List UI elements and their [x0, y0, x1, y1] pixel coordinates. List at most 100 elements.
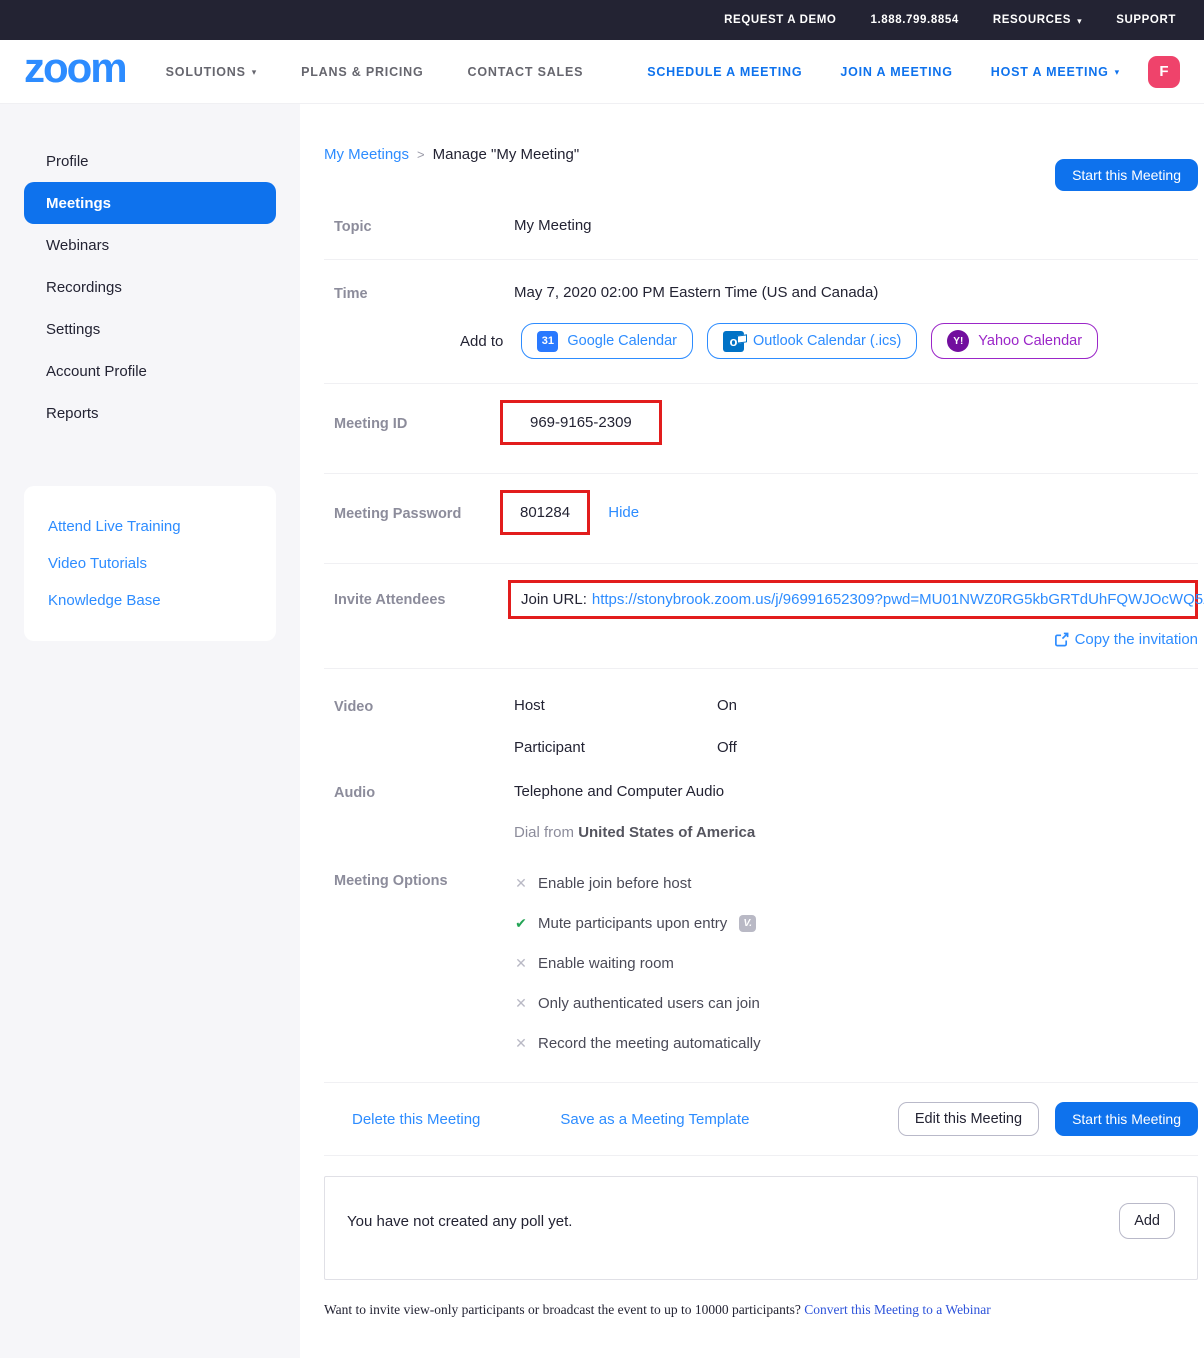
- sidebar-item-recordings[interactable]: Recordings: [46, 278, 122, 296]
- sidebar-item-reports[interactable]: Reports: [46, 404, 99, 422]
- host-meeting-menu[interactable]: HOST A MEETING ▾: [990, 64, 1120, 79]
- main-content: My Meetings > Manage "My Meeting" Start …: [300, 104, 1204, 1358]
- topic-row: Topic My Meeting: [324, 193, 1198, 260]
- join-url-label: Join URL:: [521, 591, 587, 608]
- edit-meeting-button[interactable]: Edit this Meeting: [897, 1102, 1040, 1136]
- save-template-link[interactable]: Save as a Meeting Template: [560, 1110, 750, 1128]
- password-value: 801284: [520, 504, 571, 521]
- meeting-options-row: Meeting Options ✕ Enable join before hos…: [324, 841, 1198, 1083]
- option-waiting-room: ✕ Enable waiting room: [515, 955, 674, 972]
- cross-icon: ✕: [515, 955, 527, 971]
- outlook-calendar-icon: o: [723, 330, 745, 352]
- yahoo-calendar-icon: Y!: [947, 330, 970, 352]
- cross-icon: ✕: [515, 1035, 527, 1051]
- check-icon: ✔: [515, 915, 527, 931]
- meeting-id-annotation-box: 969-9165-2309: [500, 400, 662, 445]
- zoom-logo[interactable]: zoom: [24, 43, 128, 91]
- main-nav: SOLUTIONS ▾ PLANS & PRICING CONTACT SALES: [166, 65, 584, 79]
- topic-value: My Meeting: [514, 217, 592, 234]
- start-meeting-button-top[interactable]: Start this Meeting: [1055, 159, 1198, 191]
- google-calendar-button[interactable]: 31 Google Calendar: [521, 323, 694, 359]
- convert-to-webinar-link[interactable]: Convert this Meeting to a Webinar: [804, 1302, 991, 1317]
- webinar-note: Want to invite view-only participants or…: [324, 1302, 1198, 1318]
- join-url-annotation-box: Join URL: https://stonybrook.zoom.us/j/9…: [508, 580, 1204, 619]
- time-row: Time May 7, 2020 02:00 PM Eastern Time (…: [324, 260, 1198, 384]
- topic-label: Topic: [334, 219, 372, 235]
- video-participant-row: Participant Off: [514, 739, 1198, 756]
- sidebar-help-card: Attend Live Training Video Tutorials Kno…: [24, 486, 276, 641]
- video-tutorials-link[interactable]: Video Tutorials: [48, 555, 147, 572]
- schedule-meeting-link[interactable]: SCHEDULE A MEETING: [647, 64, 803, 79]
- breadcrumb-current: Manage "My Meeting": [432, 146, 580, 163]
- support-link[interactable]: SUPPORT: [1116, 14, 1176, 26]
- password-row: Meeting Password 801284 Hide: [324, 474, 1198, 564]
- chevron-down-icon: ▾: [1114, 67, 1120, 77]
- nav-contact-sales[interactable]: CONTACT SALES: [467, 64, 584, 79]
- phone-number-link[interactable]: 1.888.799.8854: [870, 14, 959, 26]
- header-actions: SCHEDULE A MEETING JOIN A MEETING HOST A…: [647, 65, 1120, 79]
- dial-from-label: Dial from: [514, 824, 575, 841]
- option-mute-on-entry: ✔ Mute participants upon entry V.: [514, 915, 1198, 932]
- dial-from-country: United States of America: [578, 824, 756, 841]
- time-label: Time: [334, 286, 368, 302]
- avatar[interactable]: F: [1148, 55, 1180, 88]
- start-meeting-button-bottom[interactable]: Start this Meeting: [1055, 1102, 1198, 1136]
- chevron-down-icon: ▾: [1077, 15, 1083, 26]
- poll-section: You have not created any poll yet. Add: [324, 1176, 1198, 1280]
- sidebar-item-meetings[interactable]: Meetings: [24, 182, 276, 224]
- video-participant-value: Off: [717, 739, 737, 756]
- cross-icon: ✕: [515, 995, 527, 1011]
- top-utility-bar: REQUEST A DEMO 1.888.799.8854 RESOURCES ▾…: [0, 0, 1204, 40]
- password-label: Meeting Password: [334, 506, 462, 522]
- join-url-link[interactable]: https://stonybrook.zoom.us/j/96991652309…: [591, 591, 1204, 608]
- sidebar-item-webinars[interactable]: Webinars: [46, 236, 110, 254]
- google-calendar-icon: 31: [537, 330, 559, 352]
- meeting-id-row: Meeting ID 969-9165-2309: [324, 384, 1198, 474]
- sidebar: Profile Meetings Webinars Recordings Set…: [0, 104, 300, 1358]
- sidebar-item-settings[interactable]: Settings: [46, 320, 101, 338]
- meeting-id-label: Meeting ID: [334, 416, 408, 432]
- video-host-name: Host: [514, 697, 545, 714]
- webinar-note-text: Want to invite view-only participants or…: [324, 1302, 801, 1317]
- yahoo-calendar-button[interactable]: Y! Yahoo Calendar: [931, 323, 1099, 359]
- hide-password-link[interactable]: Hide: [608, 504, 640, 521]
- meeting-id-value: 969-9165-2309: [530, 414, 632, 431]
- video-host-row: Host On: [514, 697, 1198, 714]
- time-value: May 7, 2020 02:00 PM Eastern Time (US an…: [514, 284, 879, 301]
- video-row: Video Host On Participant Off: [324, 669, 1198, 781]
- chevron-down-icon: ▾: [251, 67, 258, 77]
- breadcrumb: My Meetings > Manage "My Meeting": [324, 146, 1198, 163]
- add-poll-button[interactable]: Add: [1119, 1203, 1175, 1239]
- modified-badge-icon: V.: [739, 915, 757, 932]
- outlook-calendar-button[interactable]: o Outlook Calendar (.ics): [707, 323, 918, 359]
- video-label: Video: [334, 699, 374, 715]
- join-meeting-link[interactable]: JOIN A MEETING: [840, 64, 953, 79]
- option-auto-record: ✕ Record the meeting automatically: [515, 1035, 761, 1052]
- option-join-before-host: ✕ Enable join before host: [515, 875, 692, 892]
- nav-solutions[interactable]: SOLUTIONS ▾: [165, 64, 258, 79]
- meeting-options-label: Meeting Options: [334, 873, 448, 889]
- breadcrumb-separator: >: [417, 147, 425, 162]
- option-authenticated-users: ✕ Only authenticated users can join: [515, 995, 760, 1012]
- delete-meeting-link[interactable]: Delete this Meeting: [352, 1110, 481, 1128]
- audio-row: Audio Telephone and Computer Audio Dial …: [324, 781, 1198, 841]
- audio-value: Telephone and Computer Audio: [514, 783, 725, 800]
- invite-label: Invite Attendees: [334, 592, 446, 608]
- knowledge-base-link[interactable]: Knowledge Base: [48, 592, 161, 609]
- request-demo-link[interactable]: REQUEST A DEMO: [724, 14, 837, 26]
- breadcrumb-my-meetings[interactable]: My Meetings: [324, 146, 410, 163]
- main-header: zoom SOLUTIONS ▾ PLANS & PRICING CONTACT …: [0, 40, 1204, 104]
- add-to-label: Add to: [460, 332, 504, 350]
- poll-empty-text: You have not created any poll yet.: [347, 1213, 573, 1230]
- copy-share-icon: [1054, 632, 1069, 647]
- meeting-actions-row: Delete this Meeting Save as a Meeting Te…: [324, 1083, 1198, 1156]
- video-host-value: On: [717, 697, 738, 714]
- nav-plans-pricing[interactable]: PLANS & PRICING: [301, 64, 424, 79]
- sidebar-item-account-profile[interactable]: Account Profile: [46, 362, 147, 380]
- cross-icon: ✕: [515, 875, 527, 891]
- sidebar-item-profile[interactable]: Profile: [46, 152, 89, 170]
- attend-live-training-link[interactable]: Attend Live Training: [48, 518, 181, 535]
- resources-menu[interactable]: RESOURCES ▾: [992, 14, 1083, 26]
- copy-invitation-link[interactable]: Copy the invitation: [1054, 631, 1198, 648]
- audio-label: Audio: [334, 785, 376, 801]
